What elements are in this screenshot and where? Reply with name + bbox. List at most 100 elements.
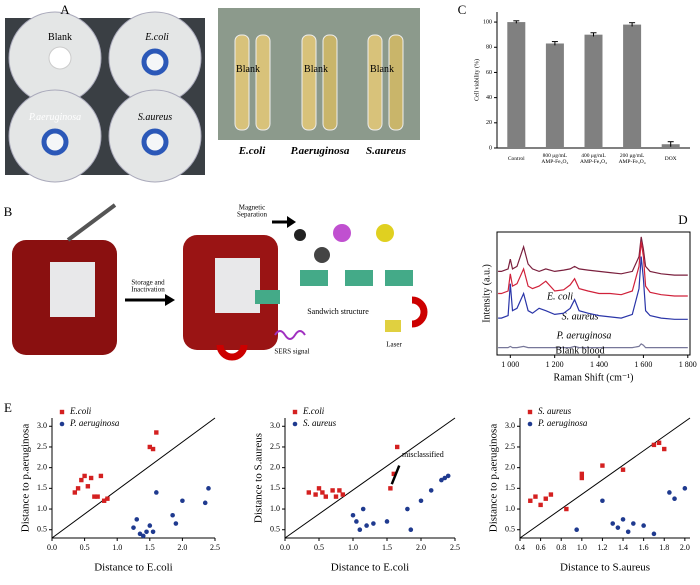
panel-label: A [60,2,70,18]
point [620,467,626,472]
sers-label: SERS signal [274,347,310,356]
point [170,512,175,518]
legend-marker [527,409,533,415]
point [391,471,396,477]
syringe [66,203,117,242]
x-tick-label: 1.0 [348,543,358,552]
y-axis-label: Distance to S.aureus [253,433,265,523]
diagonal [51,417,216,539]
point [105,496,110,501]
y-tick-label: 0.5 [505,525,515,534]
legend-label: E.coli [302,406,325,416]
tube-label: S.aureus [365,145,407,158]
y-tick-label: 1.5 [505,483,515,492]
x-axis-label: Raman Shift (cm⁻¹) [554,372,634,383]
point [533,494,538,499]
x-tick-label: 1.8 [659,543,669,552]
point [625,529,631,535]
point [548,492,554,497]
tube-label: P.aeruginosa [290,145,350,158]
legend-label: E.coli [69,406,92,416]
y-axis-label: Intensity (a.u.) [481,264,492,323]
point [144,529,149,535]
y-tick-label: 3.0 [37,421,47,430]
point [395,444,400,450]
point [682,486,688,491]
point [206,486,211,491]
panel-label: D [678,212,688,228]
point [313,492,318,497]
x-tick-label: 2.0 [177,543,187,552]
point [564,506,569,512]
point [528,498,533,503]
y-tick-label: 100 [483,19,492,25]
point [574,527,579,533]
legend-label: P. aeruginosa [69,418,120,428]
x-tick-label: 1.6 [639,543,649,552]
point [85,484,91,489]
point [154,430,159,435]
plate-label: P.aeruginosa [28,111,82,123]
plate-label: E.coli [145,31,169,43]
point [140,533,146,539]
point [98,473,104,479]
point [418,498,424,504]
y-tick-label: 80 [486,45,492,51]
point [92,494,97,499]
legend-marker [292,409,298,415]
y-axis-label: Cell viability (%) [473,59,480,101]
point [330,488,335,493]
y-tick-label: 2.5 [270,442,280,451]
point [600,463,605,468]
spectrum [498,241,688,297]
tube-blank: Blank [370,63,394,75]
point [439,477,444,483]
point [543,496,548,501]
y-tick-label: 60 [486,70,492,76]
point [82,473,87,479]
x-tick-label: 0.4 [515,543,525,552]
y-tick-label: 2.0 [37,462,47,471]
legend-label: S. aureus [303,418,337,428]
point [180,498,185,504]
arrow-head [165,294,175,306]
y-tick-label: 1.0 [270,504,280,513]
point [662,446,667,452]
point [72,490,78,495]
annotation-pointer [390,465,401,485]
x-tick-label: 2.0 [680,543,690,552]
laser-label: Laser [386,340,402,349]
point [320,490,325,495]
bag-label [215,258,260,313]
x-tick-label: 2.0 [416,543,426,552]
x-tick-label: 1.0 [112,543,122,552]
point [101,498,107,503]
panel-label: E [4,400,12,416]
point [428,488,434,493]
spectrum [498,256,688,320]
series-label: P. aeruginosa [556,330,612,341]
x-axis-label: Distance to S.aureus [560,562,650,574]
point [173,521,179,526]
y-tick-label: 2.0 [270,462,280,471]
y-tick-label: 1.5 [37,483,47,492]
y-tick-label: 2.5 [37,442,47,451]
point [615,525,621,530]
tube-blank: Blank [304,63,328,75]
x-tick-label: 0.5 [80,543,90,552]
point [388,486,393,491]
y-tick-label: 0.5 [270,525,280,534]
point [75,486,81,491]
point [656,440,662,446]
panel-label: C [457,2,467,18]
y-tick-label: 0 [489,145,492,151]
point [364,523,369,528]
nanoparticles [255,224,413,304]
x-tick-label: 1 000 [501,360,519,369]
bar [545,43,564,149]
x-tick-label: 1 400 [590,360,608,369]
legend-label: P. aeruginosa [537,418,588,428]
point [202,500,208,506]
